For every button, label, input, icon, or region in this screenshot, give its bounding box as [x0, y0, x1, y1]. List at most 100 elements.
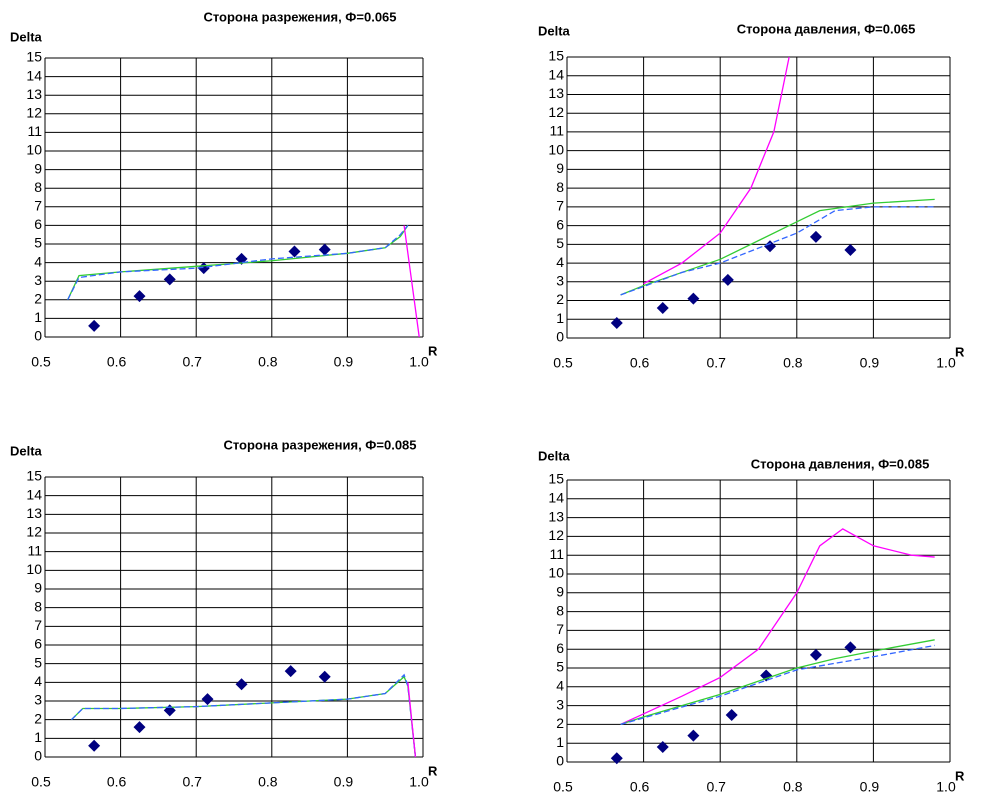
data-point — [133, 290, 146, 303]
y-tick-label: 3 — [556, 273, 564, 289]
x-tick-label: 0.7 — [706, 355, 726, 371]
data-point — [721, 273, 734, 286]
data-point — [844, 243, 857, 256]
data-point — [844, 641, 857, 654]
data-point — [235, 678, 248, 691]
y-tick-label: 2 — [34, 710, 42, 726]
x-tick-label: 0.5 — [31, 354, 51, 370]
data-line — [67, 225, 409, 301]
x-tick-label: 0.6 — [630, 355, 650, 371]
data-line — [643, 56, 790, 285]
y-tick-label: 14 — [26, 67, 42, 83]
data-line — [67, 224, 409, 301]
x-tick-label: 0.7 — [706, 779, 726, 795]
y-tick-label: 1 — [556, 734, 564, 750]
x-tick-label: 1.0 — [409, 774, 429, 790]
data-line — [71, 675, 417, 758]
y-tick-label: 1 — [34, 309, 42, 325]
y-tick-label: 3 — [34, 272, 42, 288]
x-tick-label: 0.9 — [334, 354, 354, 370]
x-tick-label: 0.8 — [783, 779, 803, 795]
x-axis-label: R — [428, 343, 438, 358]
x-axis-label: R — [428, 763, 438, 778]
y-tick-label: 4 — [556, 254, 564, 270]
y-tick-label: 2 — [34, 291, 42, 307]
y-tick-label: 9 — [34, 580, 42, 596]
y-tick-label: 15 — [548, 471, 564, 487]
y-axis-label: Delta — [10, 29, 43, 44]
data-point — [610, 317, 623, 330]
y-tick-label: 0 — [556, 753, 564, 769]
data-point — [656, 740, 669, 753]
x-tick-label: 1.0 — [936, 779, 956, 795]
y-tick-label: 3 — [34, 692, 42, 708]
y-tick-label: 4 — [34, 673, 42, 689]
y-tick-label: 12 — [26, 105, 42, 121]
y-tick-label: 6 — [34, 636, 42, 652]
y-tick-label: 0 — [34, 748, 42, 764]
y-tick-label: 13 — [548, 508, 564, 524]
data-point — [809, 230, 822, 243]
y-tick-label: 15 — [548, 48, 564, 64]
y-axis-label: Delta — [538, 448, 571, 463]
y-tick-label: 0 — [556, 329, 564, 345]
x-axis-label: R — [955, 768, 965, 783]
x-tick-label: 0.6 — [107, 774, 127, 790]
x-tick-label: 0.8 — [258, 354, 278, 370]
y-tick-label: 1 — [556, 310, 564, 326]
x-tick-label: 0.6 — [107, 354, 127, 370]
y-tick-label: 7 — [556, 198, 564, 214]
y-tick-label: 2 — [556, 715, 564, 731]
y-tick-label: 13 — [26, 505, 42, 521]
data-point — [201, 693, 214, 706]
data-line — [71, 673, 417, 758]
y-axis-label: Delta — [10, 443, 43, 458]
x-axis-label: R — [955, 344, 965, 359]
data-point — [318, 243, 331, 256]
data-point — [763, 240, 776, 253]
y-tick-label: 5 — [34, 654, 42, 670]
x-tick-label: 0.8 — [783, 355, 803, 371]
data-point — [88, 739, 101, 752]
x-tick-label: 0.5 — [553, 355, 573, 371]
chart-title: Сторона разрежения, Ф=0.085 — [223, 437, 416, 452]
data-point — [725, 709, 738, 721]
data-point — [318, 670, 331, 683]
data-point — [809, 648, 822, 661]
y-tick-label: 4 — [556, 678, 564, 694]
y-tick-label: 9 — [34, 160, 42, 176]
y-tick-label: 2 — [556, 291, 564, 307]
y-tick-label: 6 — [34, 216, 42, 232]
x-tick-label: 0.9 — [860, 355, 880, 371]
y-tick-label: 7 — [34, 198, 42, 214]
y-tick-label: 6 — [556, 216, 564, 232]
data-line — [620, 639, 935, 726]
y-tick-label: 12 — [26, 524, 42, 540]
y-tick-label: 13 — [548, 85, 564, 101]
data-line — [620, 206, 935, 296]
y-tick-label: 10 — [26, 142, 42, 158]
y-tick-label: 8 — [34, 179, 42, 195]
data-point — [163, 273, 176, 286]
y-axis-label: Delta — [538, 23, 571, 38]
y-tick-label: 7 — [556, 621, 564, 637]
y-tick-label: 13 — [26, 86, 42, 102]
chart-title: Сторона разрежения, Ф=0.065 — [203, 9, 396, 24]
data-point — [687, 729, 700, 742]
y-tick-label: 3 — [556, 696, 564, 712]
y-tick-label: 9 — [556, 160, 564, 176]
x-tick-label: 1.0 — [409, 354, 429, 370]
data-line — [620, 644, 935, 726]
y-tick-label: 10 — [548, 141, 564, 157]
data-point — [288, 245, 301, 258]
data-line — [403, 225, 420, 338]
y-tick-label: 10 — [548, 565, 564, 581]
x-tick-label: 0.9 — [334, 774, 354, 790]
data-point — [133, 721, 146, 734]
data-point — [687, 292, 700, 305]
y-tick-label: 14 — [548, 66, 564, 82]
y-tick-label: 14 — [26, 486, 42, 502]
data-point — [656, 302, 669, 315]
chart-title: Сторона давления, Ф=0.065 — [737, 21, 916, 36]
y-tick-label: 4 — [34, 253, 42, 269]
